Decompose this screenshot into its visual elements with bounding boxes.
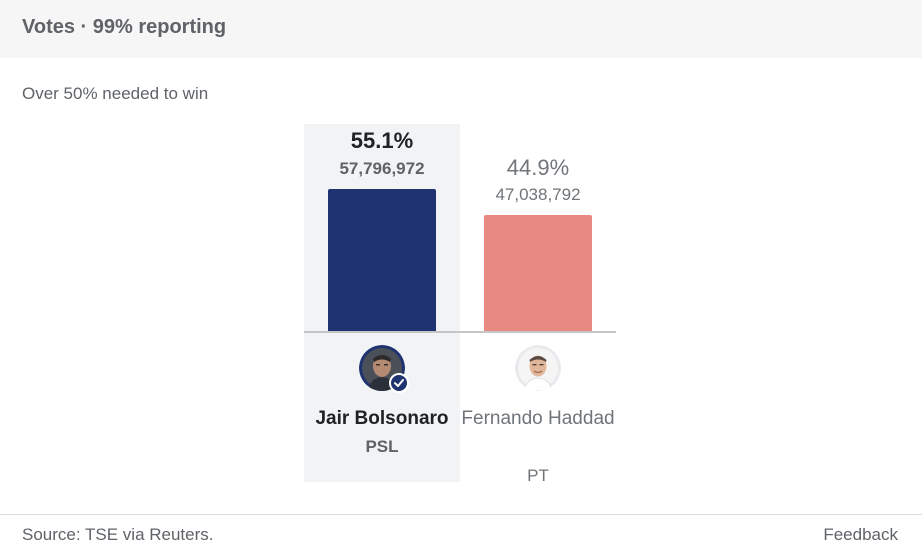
candidate-party: PT xyxy=(527,466,549,485)
header-title: Votes · 99% reporting xyxy=(22,16,227,38)
winner-check-icon xyxy=(389,373,409,393)
source-note: Source: TSE via Reuters. xyxy=(22,525,214,544)
candidate-party: PSL xyxy=(365,437,399,456)
footer-divider xyxy=(0,514,922,515)
candidate-votes: 47,038,792 xyxy=(495,185,581,204)
candidate-photo xyxy=(515,345,561,391)
portrait-image xyxy=(515,345,561,391)
candidate-name: Jair Bolsonaro xyxy=(315,408,449,429)
feedback-link[interactable]: Feedback xyxy=(823,525,898,544)
bar-bolsonaro xyxy=(328,189,436,331)
candidate-percent: 44.9% xyxy=(506,155,570,180)
chart-baseline xyxy=(304,331,616,333)
candidate-percent: 55.1% xyxy=(350,128,414,153)
candidate-votes: 57,796,972 xyxy=(339,159,425,178)
avatar-haddad xyxy=(515,345,561,391)
candidate-name: Fernando Haddad xyxy=(461,408,615,429)
results-header: Votes · 99% reporting xyxy=(0,0,922,58)
win-threshold-note: Over 50% needed to win xyxy=(22,84,209,103)
avatar-bolsonaro xyxy=(359,345,409,393)
bar-haddad xyxy=(484,215,592,331)
